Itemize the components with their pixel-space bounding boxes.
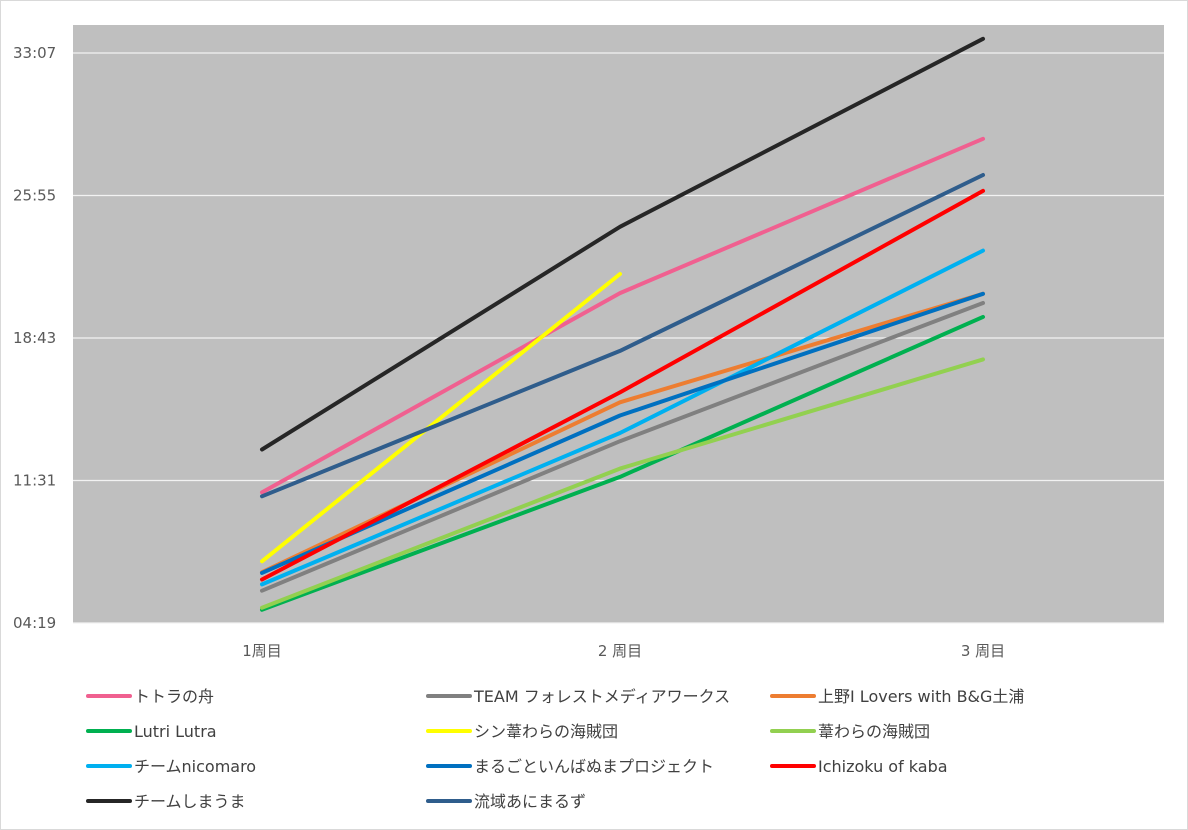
legend-label: Ichizoku of kaba <box>818 757 948 776</box>
series-line <box>260 36 985 452</box>
legend-entry: 上野I Lovers with B&G土浦 <box>770 687 1024 706</box>
x-tick-label: 2 周目 <box>598 642 642 660</box>
series-line <box>260 173 985 499</box>
x-axis-tick-labels: 1周目 2 周目 3 周目 <box>242 642 1005 660</box>
legend-entry: シン葦わらの海賊団 <box>426 722 618 741</box>
series-line <box>260 188 985 582</box>
series-line <box>260 136 985 495</box>
x-tick-label: 3 周目 <box>961 642 1005 660</box>
legend-entry: 流域あにまるず <box>426 792 586 811</box>
series-line <box>260 314 985 612</box>
series-line <box>260 301 985 593</box>
legend-label: トトラの舟 <box>134 687 214 706</box>
legend-label: 上野I Lovers with B&G土浦 <box>818 687 1024 706</box>
x-tick-label: 1周目 <box>242 642 282 660</box>
series-line <box>260 357 985 610</box>
legend-entry: チームnicomaro <box>86 757 256 776</box>
y-tick-label: 25:55 <box>13 187 56 205</box>
plot-area <box>73 25 1164 623</box>
legend-label: 流域あにまるず <box>474 792 586 811</box>
legend-label: Lutri Lutra <box>134 722 217 741</box>
legend-entry: チームしまうま <box>86 792 246 811</box>
legend-label: TEAM フォレストメディアワークス <box>473 687 730 706</box>
gridlines <box>73 52 1164 624</box>
legend-label: シン葦わらの海賊団 <box>474 722 618 741</box>
series-line <box>260 248 985 587</box>
legend-label: まるごといんばぬまプロジェクト <box>474 757 714 776</box>
legend-label: チームしまうま <box>134 792 246 811</box>
y-tick-label: 33:07 <box>13 44 56 62</box>
series-line <box>260 291 985 575</box>
legend-entry: Ichizoku of kaba <box>770 757 948 776</box>
legend-entry: トトラの舟 <box>86 687 214 706</box>
y-axis-tick-labels: 04:19 11:31 18:43 25:55 33:07 <box>13 44 56 632</box>
legend-entry: Lutri Lutra <box>86 722 217 741</box>
y-tick-label: 04:19 <box>13 614 56 632</box>
series-line <box>260 272 622 564</box>
series-lines <box>260 36 985 612</box>
legend-label: 葦わらの海賊団 <box>818 722 930 741</box>
legend: トトラの舟 TEAM フォレストメディアワークス 上野I Lovers with B… <box>86 687 1024 811</box>
y-tick-label: 18:43 <box>13 329 56 347</box>
legend-entry: TEAM フォレストメディアワークス <box>426 687 730 706</box>
legend-label: チームnicomaro <box>134 757 256 776</box>
legend-entry: 葦わらの海賊団 <box>770 722 930 741</box>
y-tick-label: 11:31 <box>13 472 56 490</box>
legend-entry: まるごといんばぬまプロジェクト <box>426 757 714 776</box>
